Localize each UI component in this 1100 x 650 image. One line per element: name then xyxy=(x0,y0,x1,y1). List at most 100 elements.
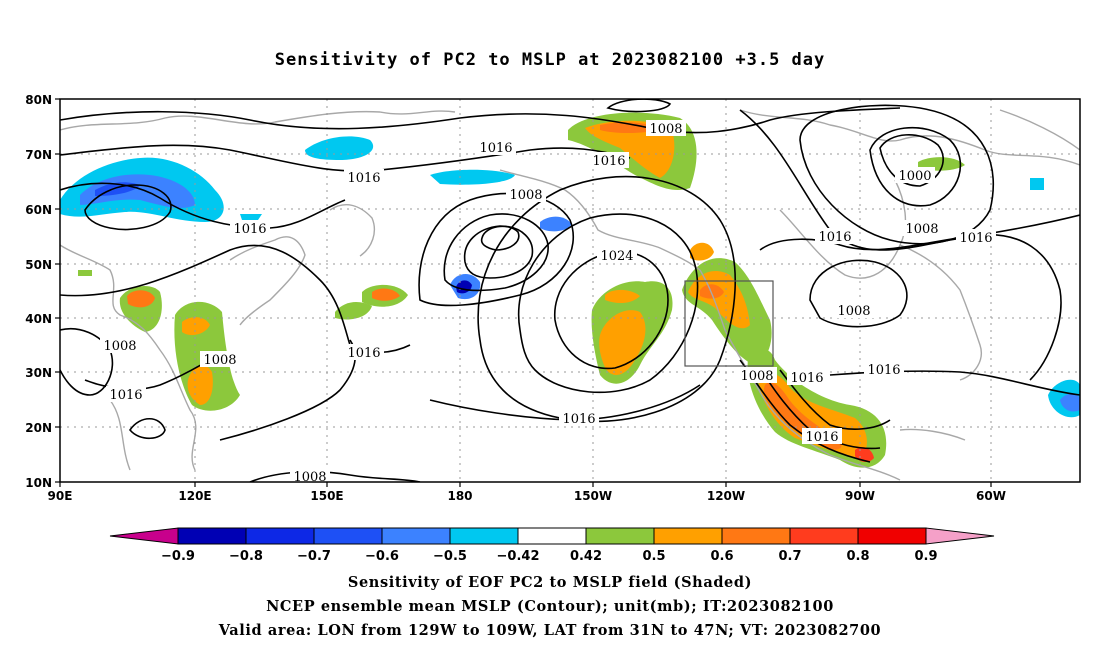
svg-text:1016: 1016 xyxy=(592,154,625,169)
lon-label: 150W xyxy=(574,489,612,503)
colorbar-segment xyxy=(789,527,859,545)
shade-negative-misc2 xyxy=(1030,178,1044,190)
svg-text:1008: 1008 xyxy=(740,369,773,384)
colorbar-segment xyxy=(381,527,451,545)
svg-text:1008: 1008 xyxy=(509,188,542,203)
contour-low-inner xyxy=(463,225,534,279)
lat-label: 60N xyxy=(25,203,52,217)
colorbar-tick-label: 0.9 xyxy=(914,549,937,564)
colorbar-tick-label: 0.8 xyxy=(846,549,869,564)
coastline-caribbean xyxy=(899,428,966,441)
svg-text:1016: 1016 xyxy=(562,412,595,427)
colorbar-segment xyxy=(585,527,655,545)
contour-label: 1008 xyxy=(646,120,686,137)
shade-positive-pacific-east-o2 xyxy=(605,289,640,304)
coastlines xyxy=(60,109,1080,481)
caption-line-1: Sensitivity of EOF PC2 to MSLP field (Sh… xyxy=(347,574,753,591)
contour-label: 1024 xyxy=(597,247,637,264)
svg-text:1016: 1016 xyxy=(347,346,380,361)
contour-label: 1016 xyxy=(787,369,827,386)
coastline-korea-japan xyxy=(229,236,306,326)
lon-labels: 90E 120E 150E 180 150W 120W 90W 60W xyxy=(48,489,1006,503)
shade-positive-japan xyxy=(335,302,372,320)
shade-positive-westcoast-o2 xyxy=(700,284,724,299)
contour-central-1016 xyxy=(219,339,356,441)
colorbar-segment xyxy=(653,527,723,545)
colorbar-tick-label: 0.5 xyxy=(642,549,665,564)
lat-labels: 80N 70N 60N 50N 40N 30N 20N 10N xyxy=(25,93,52,490)
contour-arctic-low xyxy=(606,99,672,113)
svg-text:1024: 1024 xyxy=(600,249,633,264)
shade-positive-china2-o2 xyxy=(182,317,210,336)
contour-west-2 xyxy=(60,182,346,229)
coastline-east-asia xyxy=(60,244,197,471)
lon-label: 120W xyxy=(707,489,745,503)
svg-text:1000: 1000 xyxy=(898,169,931,184)
shade-positive-bc xyxy=(690,242,714,261)
shade-negative-arctic1 xyxy=(305,136,374,160)
contour-label: 1016 xyxy=(802,428,842,445)
svg-text:1016: 1016 xyxy=(805,430,838,445)
lon-axis xyxy=(59,482,992,487)
contour-top-arc xyxy=(60,107,901,134)
colorbar-segment xyxy=(721,527,791,545)
colorbar: −0.9 −0.8 −0.7 −0.6 −0.5 −0.42 0.42 0.5 0.6 0.7 0.… xyxy=(109,527,995,564)
lon-label: 120E xyxy=(178,489,211,503)
lon-label: 150E xyxy=(310,489,343,503)
svg-text:1016: 1016 xyxy=(109,388,142,403)
contour-canada-1000 xyxy=(869,126,962,207)
lat-label: 40N xyxy=(25,312,52,326)
contour-label: 1008 xyxy=(200,351,240,368)
coastline-alaska xyxy=(499,169,701,271)
shade-negative-misc1 xyxy=(240,214,262,220)
contour-low-core xyxy=(480,225,520,251)
contour-label: 1016 xyxy=(476,139,516,156)
contour-sea-1008 xyxy=(129,417,166,440)
lon-label: 90E xyxy=(48,489,73,503)
shade-positive-pacific-east-o xyxy=(599,310,646,376)
lat-label: 50N xyxy=(25,258,52,272)
contour-us-low xyxy=(809,259,908,328)
lon-label: 180 xyxy=(447,489,472,503)
coastline-hudson xyxy=(779,179,907,279)
colorbar-tick-label: 0.42 xyxy=(570,549,602,564)
contour-label: 1016 xyxy=(589,152,629,169)
colorbar-segment xyxy=(177,527,247,545)
colorbar-tick-label: −0.5 xyxy=(433,549,467,564)
contour-label: 1016 xyxy=(344,169,384,186)
contour-mexico-1016b xyxy=(779,369,891,430)
svg-text:1016: 1016 xyxy=(790,371,823,386)
lat-label: 80N xyxy=(25,93,52,107)
lon-label: 90W xyxy=(845,489,875,503)
chart-title: Sensitivity of PC2 to MSLP at 2023082100… xyxy=(274,50,826,70)
contour-canada-1000b xyxy=(879,134,944,187)
contour-label: 1008 xyxy=(902,220,942,237)
valid-area-box xyxy=(684,280,774,367)
coastline-greenland xyxy=(999,109,1080,151)
contour-label: 1016 xyxy=(344,344,384,361)
lat-label: 20N xyxy=(25,421,52,435)
colorbar-under-triangle xyxy=(109,527,179,545)
coastline-sea-asia xyxy=(109,399,131,471)
shade-positive-china2-o xyxy=(187,365,213,405)
contour-high-inner xyxy=(554,250,669,370)
contour-label: 1016 xyxy=(106,386,146,403)
svg-text:1008: 1008 xyxy=(103,339,136,354)
map-frame xyxy=(59,98,1081,483)
coastline-kamchatka xyxy=(329,204,376,257)
coastline-east-us xyxy=(899,244,982,381)
contour-siberia-ring xyxy=(84,184,172,231)
colorbar-tick-label: −0.8 xyxy=(229,549,263,564)
lat-label: 70N xyxy=(25,148,52,162)
contour-asia-low xyxy=(60,328,114,396)
contour-label: 1008 xyxy=(506,186,546,203)
coastline-namerica-west xyxy=(699,269,901,481)
shade-positive-kam-o xyxy=(372,288,400,301)
contour-label: 1016 xyxy=(815,228,855,245)
contour-label: 1016 xyxy=(956,229,996,246)
colorbar-segment xyxy=(313,527,383,545)
contour-label: 1008 xyxy=(100,337,140,354)
colorbar-over-triangle xyxy=(925,527,995,545)
svg-text:1016: 1016 xyxy=(867,363,900,378)
shade-negative-arctic2 xyxy=(430,169,515,185)
